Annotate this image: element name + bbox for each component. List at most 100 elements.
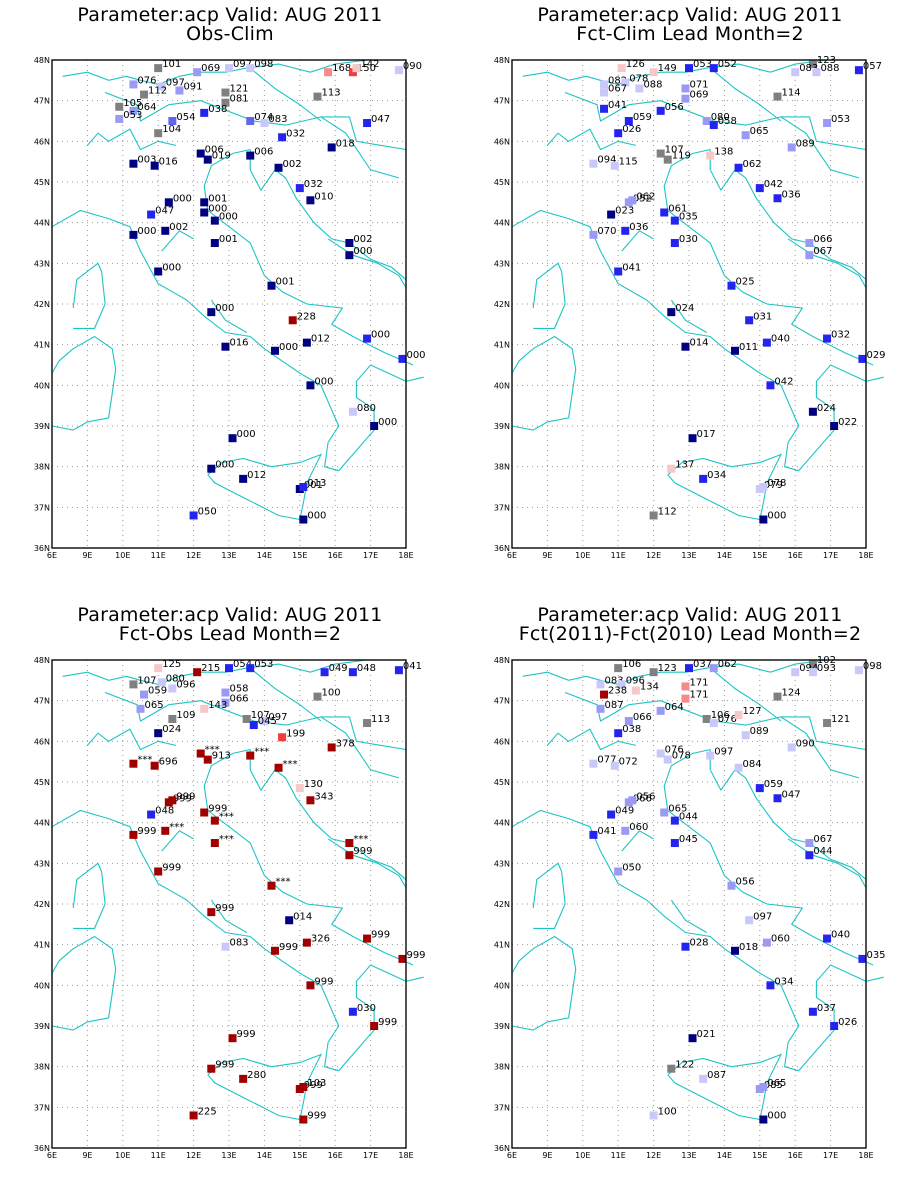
- station-value: 076: [137, 75, 156, 86]
- station-marker: [157, 82, 166, 91]
- station-value: 126: [626, 59, 645, 70]
- station-value: 378: [336, 738, 355, 749]
- lat-tick-label: 39N: [494, 1022, 510, 1031]
- station-value: 045: [679, 834, 698, 845]
- station-value: 031: [753, 311, 772, 322]
- station-value: ***: [205, 745, 220, 756]
- station-value: 065: [668, 804, 687, 815]
- station-marker: [168, 714, 177, 723]
- station-value: 125: [162, 659, 181, 670]
- station-value: 016: [229, 338, 248, 349]
- station-value: 044: [679, 812, 698, 823]
- lat-tick-label: 39N: [34, 422, 50, 431]
- lat-tick-label: 36N: [494, 544, 510, 553]
- station-marker: [699, 474, 708, 483]
- station-value: 225: [198, 1106, 217, 1117]
- station-value: 097: [233, 59, 252, 70]
- station-value: 001: [275, 277, 294, 288]
- station-marker: [306, 196, 315, 205]
- lon-tick-label: 16E: [328, 1151, 343, 1160]
- coast-segment: [320, 116, 400, 179]
- station-marker: [759, 483, 768, 491]
- panel-fct-diff: Parameter:acp Valid: AUG 2011 Fct(2011)-…: [460, 600, 920, 1200]
- station-value: 058: [229, 684, 248, 695]
- coast-segment: [249, 749, 407, 881]
- station-marker: [295, 184, 304, 193]
- station-marker: [246, 751, 255, 760]
- station-marker: [670, 239, 679, 247]
- station-marker: [327, 743, 336, 752]
- station-value: 047: [155, 206, 174, 217]
- station-marker: [129, 80, 138, 89]
- station-value: 124: [782, 688, 801, 699]
- station-value: 045: [258, 716, 277, 727]
- station-value: 000: [307, 511, 326, 522]
- station-value: 059: [633, 112, 652, 123]
- station-value: 044: [813, 846, 832, 857]
- coast-segment: [780, 716, 860, 779]
- coast-segment: [663, 748, 874, 966]
- station-marker: [635, 84, 644, 93]
- lat-tick-label: 43N: [34, 859, 50, 868]
- station-marker: [221, 698, 230, 707]
- station-marker: [656, 106, 665, 115]
- station-value: 024: [162, 724, 181, 735]
- coast-segment: [709, 149, 867, 281]
- lat-tick-label: 36N: [34, 1144, 50, 1153]
- station-value: 999: [353, 846, 372, 857]
- station-value: 000: [215, 460, 234, 471]
- station-marker: [324, 68, 333, 77]
- station-marker: [225, 664, 233, 673]
- station-marker: [299, 515, 308, 524]
- station-marker: [621, 226, 630, 235]
- station-value: 000: [314, 376, 333, 387]
- station-marker: [617, 680, 626, 689]
- station-value: 112: [658, 506, 677, 517]
- station-marker: [168, 796, 177, 805]
- lat-tick-label: 46N: [34, 137, 50, 146]
- station-marker: [709, 719, 718, 728]
- station-value: 999: [304, 1080, 323, 1091]
- coast-segment: [667, 453, 783, 521]
- station-marker: [115, 114, 124, 123]
- lon-tick-label: 6E: [507, 1151, 517, 1160]
- station-marker: [589, 759, 598, 768]
- lon-tick-label: 11E: [611, 551, 626, 560]
- station-marker: [649, 668, 658, 677]
- station-value: 030: [357, 1003, 376, 1014]
- station-marker: [136, 704, 145, 713]
- station-value: 013: [307, 478, 326, 489]
- station-value: 050: [198, 506, 217, 517]
- station-value: 088: [820, 63, 839, 74]
- station-value: 069: [201, 63, 220, 74]
- lon-tick-label: 10E: [575, 551, 590, 560]
- station-marker: [656, 706, 665, 715]
- station-value: 052: [718, 59, 737, 70]
- station-value: 199: [286, 728, 305, 739]
- station-marker: [830, 422, 839, 430]
- station-value: 029: [866, 350, 885, 361]
- lat-tick-label: 41N: [494, 341, 510, 350]
- station-value: 041: [608, 100, 627, 111]
- station-value: 083: [605, 675, 624, 686]
- lat-tick-label: 47N: [494, 97, 510, 106]
- station-value: 059: [148, 686, 167, 697]
- station-value: 087: [707, 1070, 726, 1081]
- station-marker: [670, 216, 679, 225]
- lat-tick-label: 48N: [494, 56, 510, 65]
- panel-title: Parameter:acp Valid: AUG 2011: [77, 604, 383, 626]
- station-marker: [278, 133, 287, 142]
- lat-tick-label: 41N: [34, 941, 50, 950]
- station-value: 114: [782, 88, 801, 99]
- station-value: 000: [767, 511, 786, 522]
- station-marker: [370, 1022, 379, 1030]
- station-value: 134: [640, 682, 659, 693]
- coast-segment: [663, 148, 874, 366]
- station-value: 098: [863, 661, 882, 672]
- station-value: 024: [817, 403, 836, 414]
- station-value: 000: [208, 204, 227, 215]
- map-border: [51, 659, 407, 1149]
- lat-tick-label: 48N: [494, 656, 510, 665]
- station-marker: [210, 839, 219, 847]
- coast-segment: [249, 67, 322, 122]
